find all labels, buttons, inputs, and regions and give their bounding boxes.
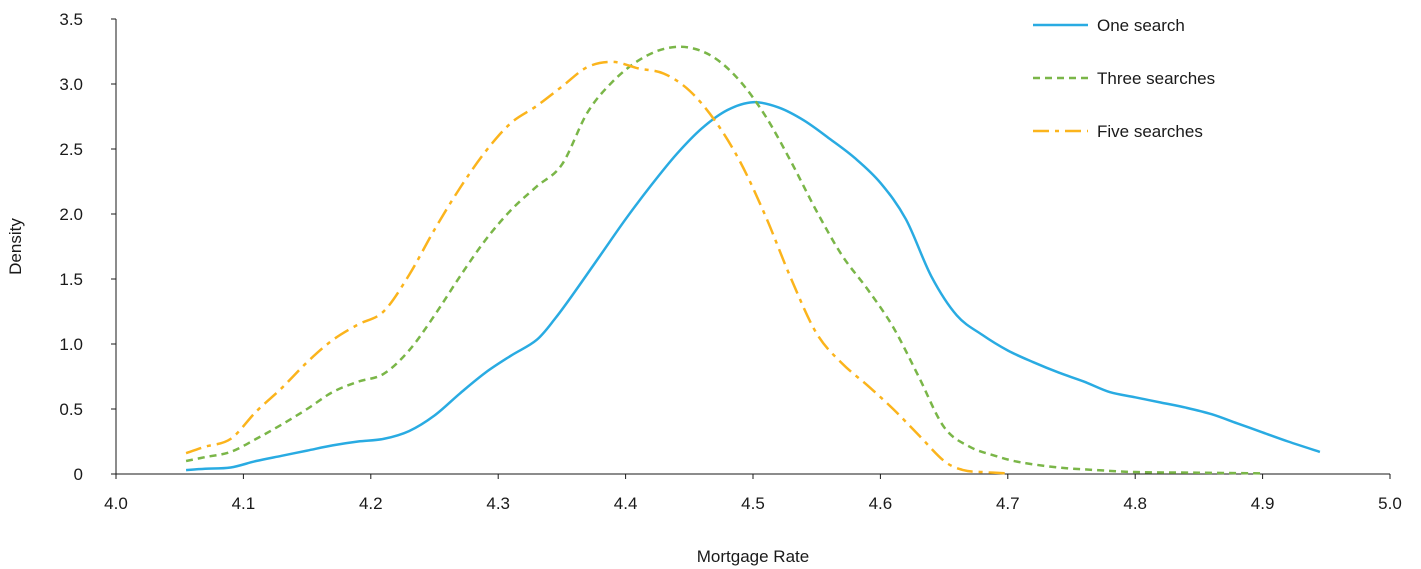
y-tick-label: 3.0 xyxy=(59,75,83,94)
x-tick-label: 4.5 xyxy=(741,494,765,513)
legend-item: One search xyxy=(1033,16,1185,35)
y-axis-title: Density xyxy=(6,218,25,275)
series-line-three-searches xyxy=(185,45,1263,475)
x-tick-label: 5.0 xyxy=(1378,494,1402,513)
x-tick-label: 4.1 xyxy=(232,494,256,513)
y-tick-label: 3.5 xyxy=(59,10,83,29)
y-tick-label: 1.5 xyxy=(59,270,83,289)
y-tick-label: 2.5 xyxy=(59,140,83,159)
y-tick-label: 0 xyxy=(74,465,83,484)
x-tick-label: 4.2 xyxy=(359,494,383,513)
y-tick-label: 0.5 xyxy=(59,400,83,419)
legend-label: Three searches xyxy=(1097,69,1215,88)
x-tick-label: 4.7 xyxy=(996,494,1020,513)
tick-labels: 0 0.5 1.0 1.5 2.0 2.5 3.0 3.5 4.0 4.1 4.2 4.3 4.4 4.5… xyxy=(59,10,1401,513)
x-tick-label: 4.9 xyxy=(1251,494,1275,513)
x-tick-label: 4.3 xyxy=(486,494,510,513)
y-tick-label: 1.0 xyxy=(59,335,83,354)
legend-label: Five searches xyxy=(1097,122,1203,141)
y-tick-label: 2.0 xyxy=(59,205,83,224)
legend: One search Three searches Five searches xyxy=(1033,16,1215,141)
x-tick-label: 4.6 xyxy=(869,494,893,513)
legend-item: Three searches xyxy=(1033,69,1215,88)
x-tick-label: 4.0 xyxy=(104,494,128,513)
axes xyxy=(111,18,1391,479)
x-tick-label: 4.4 xyxy=(614,494,638,513)
series-lines xyxy=(185,45,1321,475)
legend-item: Five searches xyxy=(1033,122,1203,141)
series-line-five-searches xyxy=(185,60,1008,475)
x-axis-title: Mortgage Rate xyxy=(697,547,809,566)
series-line-one-search xyxy=(185,100,1321,472)
x-tick-label: 4.8 xyxy=(1123,494,1147,513)
legend-label: One search xyxy=(1097,16,1185,35)
